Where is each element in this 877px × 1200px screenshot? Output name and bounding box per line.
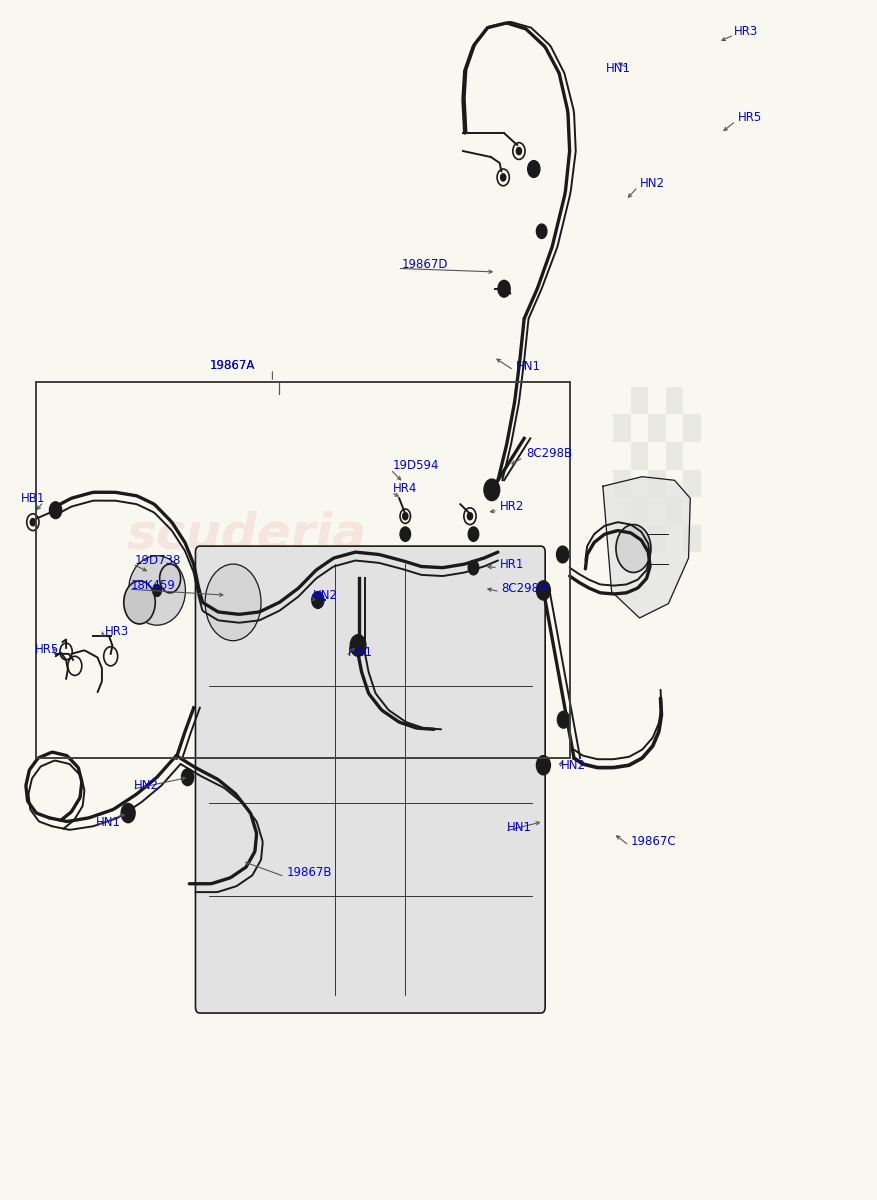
Text: HB1: HB1	[21, 492, 45, 505]
Circle shape	[537, 581, 551, 600]
Text: HR1: HR1	[500, 558, 524, 570]
Bar	[631, 497, 648, 524]
Bar	[613, 524, 631, 552]
Text: parts: parts	[193, 565, 300, 599]
Circle shape	[557, 546, 569, 563]
Bar	[648, 414, 666, 442]
Text: 19867A: 19867A	[210, 359, 255, 372]
Circle shape	[616, 524, 651, 572]
Bar	[666, 497, 683, 524]
Bar	[631, 442, 648, 469]
Circle shape	[49, 502, 61, 518]
Bar	[666, 442, 683, 469]
Bar	[36, 382, 570, 758]
Text: 19867C: 19867C	[631, 835, 676, 848]
Circle shape	[182, 769, 194, 786]
Circle shape	[153, 584, 161, 596]
Circle shape	[528, 161, 540, 178]
Text: HR5: HR5	[34, 642, 59, 655]
Bar	[683, 524, 701, 552]
Circle shape	[350, 635, 366, 656]
Text: HN1: HN1	[606, 62, 631, 74]
Circle shape	[467, 512, 473, 520]
Circle shape	[498, 281, 510, 298]
Text: 19D594: 19D594	[393, 460, 439, 473]
Text: HR2: HR2	[500, 500, 524, 514]
Circle shape	[121, 804, 135, 823]
Text: HR3: HR3	[104, 625, 129, 637]
Text: 19867A: 19867A	[210, 359, 255, 372]
FancyBboxPatch shape	[196, 546, 545, 1013]
Circle shape	[400, 527, 410, 541]
Text: HR4: HR4	[393, 482, 417, 496]
Text: HN1: HN1	[96, 816, 121, 829]
Text: HN2: HN2	[561, 758, 586, 772]
Text: 8C298B: 8C298B	[526, 448, 572, 461]
Text: scuderia: scuderia	[126, 510, 367, 558]
Text: HR3: HR3	[734, 25, 759, 38]
Circle shape	[537, 224, 547, 239]
Polygon shape	[602, 476, 690, 618]
Text: HN2: HN2	[312, 589, 338, 601]
Circle shape	[30, 518, 35, 526]
Text: HN2: HN2	[134, 779, 160, 792]
Text: HN1: HN1	[507, 821, 531, 834]
Circle shape	[537, 756, 551, 775]
Ellipse shape	[129, 556, 185, 625]
Circle shape	[468, 560, 479, 575]
Text: 19D738: 19D738	[134, 554, 181, 566]
Bar	[613, 469, 631, 497]
Bar	[648, 524, 666, 552]
Bar	[683, 469, 701, 497]
Text: HR5: HR5	[738, 112, 762, 124]
Circle shape	[501, 174, 506, 181]
Circle shape	[403, 512, 408, 520]
Circle shape	[160, 564, 181, 593]
Text: 8C298A: 8C298A	[502, 582, 547, 594]
Circle shape	[468, 527, 479, 541]
Circle shape	[558, 712, 570, 728]
Circle shape	[517, 148, 522, 155]
Circle shape	[311, 592, 324, 608]
Bar	[666, 386, 683, 414]
Text: 18K459: 18K459	[131, 580, 175, 592]
Text: HN1: HN1	[516, 360, 540, 373]
Bar	[613, 414, 631, 442]
Circle shape	[205, 564, 261, 641]
Text: 19867B: 19867B	[287, 866, 332, 880]
Circle shape	[484, 479, 500, 500]
Text: HN2: HN2	[639, 176, 665, 190]
Circle shape	[124, 581, 155, 624]
Bar	[648, 469, 666, 497]
Text: HN1: HN1	[347, 646, 373, 659]
Bar	[683, 414, 701, 442]
Text: 19867D: 19867D	[402, 258, 448, 271]
Bar	[631, 386, 648, 414]
